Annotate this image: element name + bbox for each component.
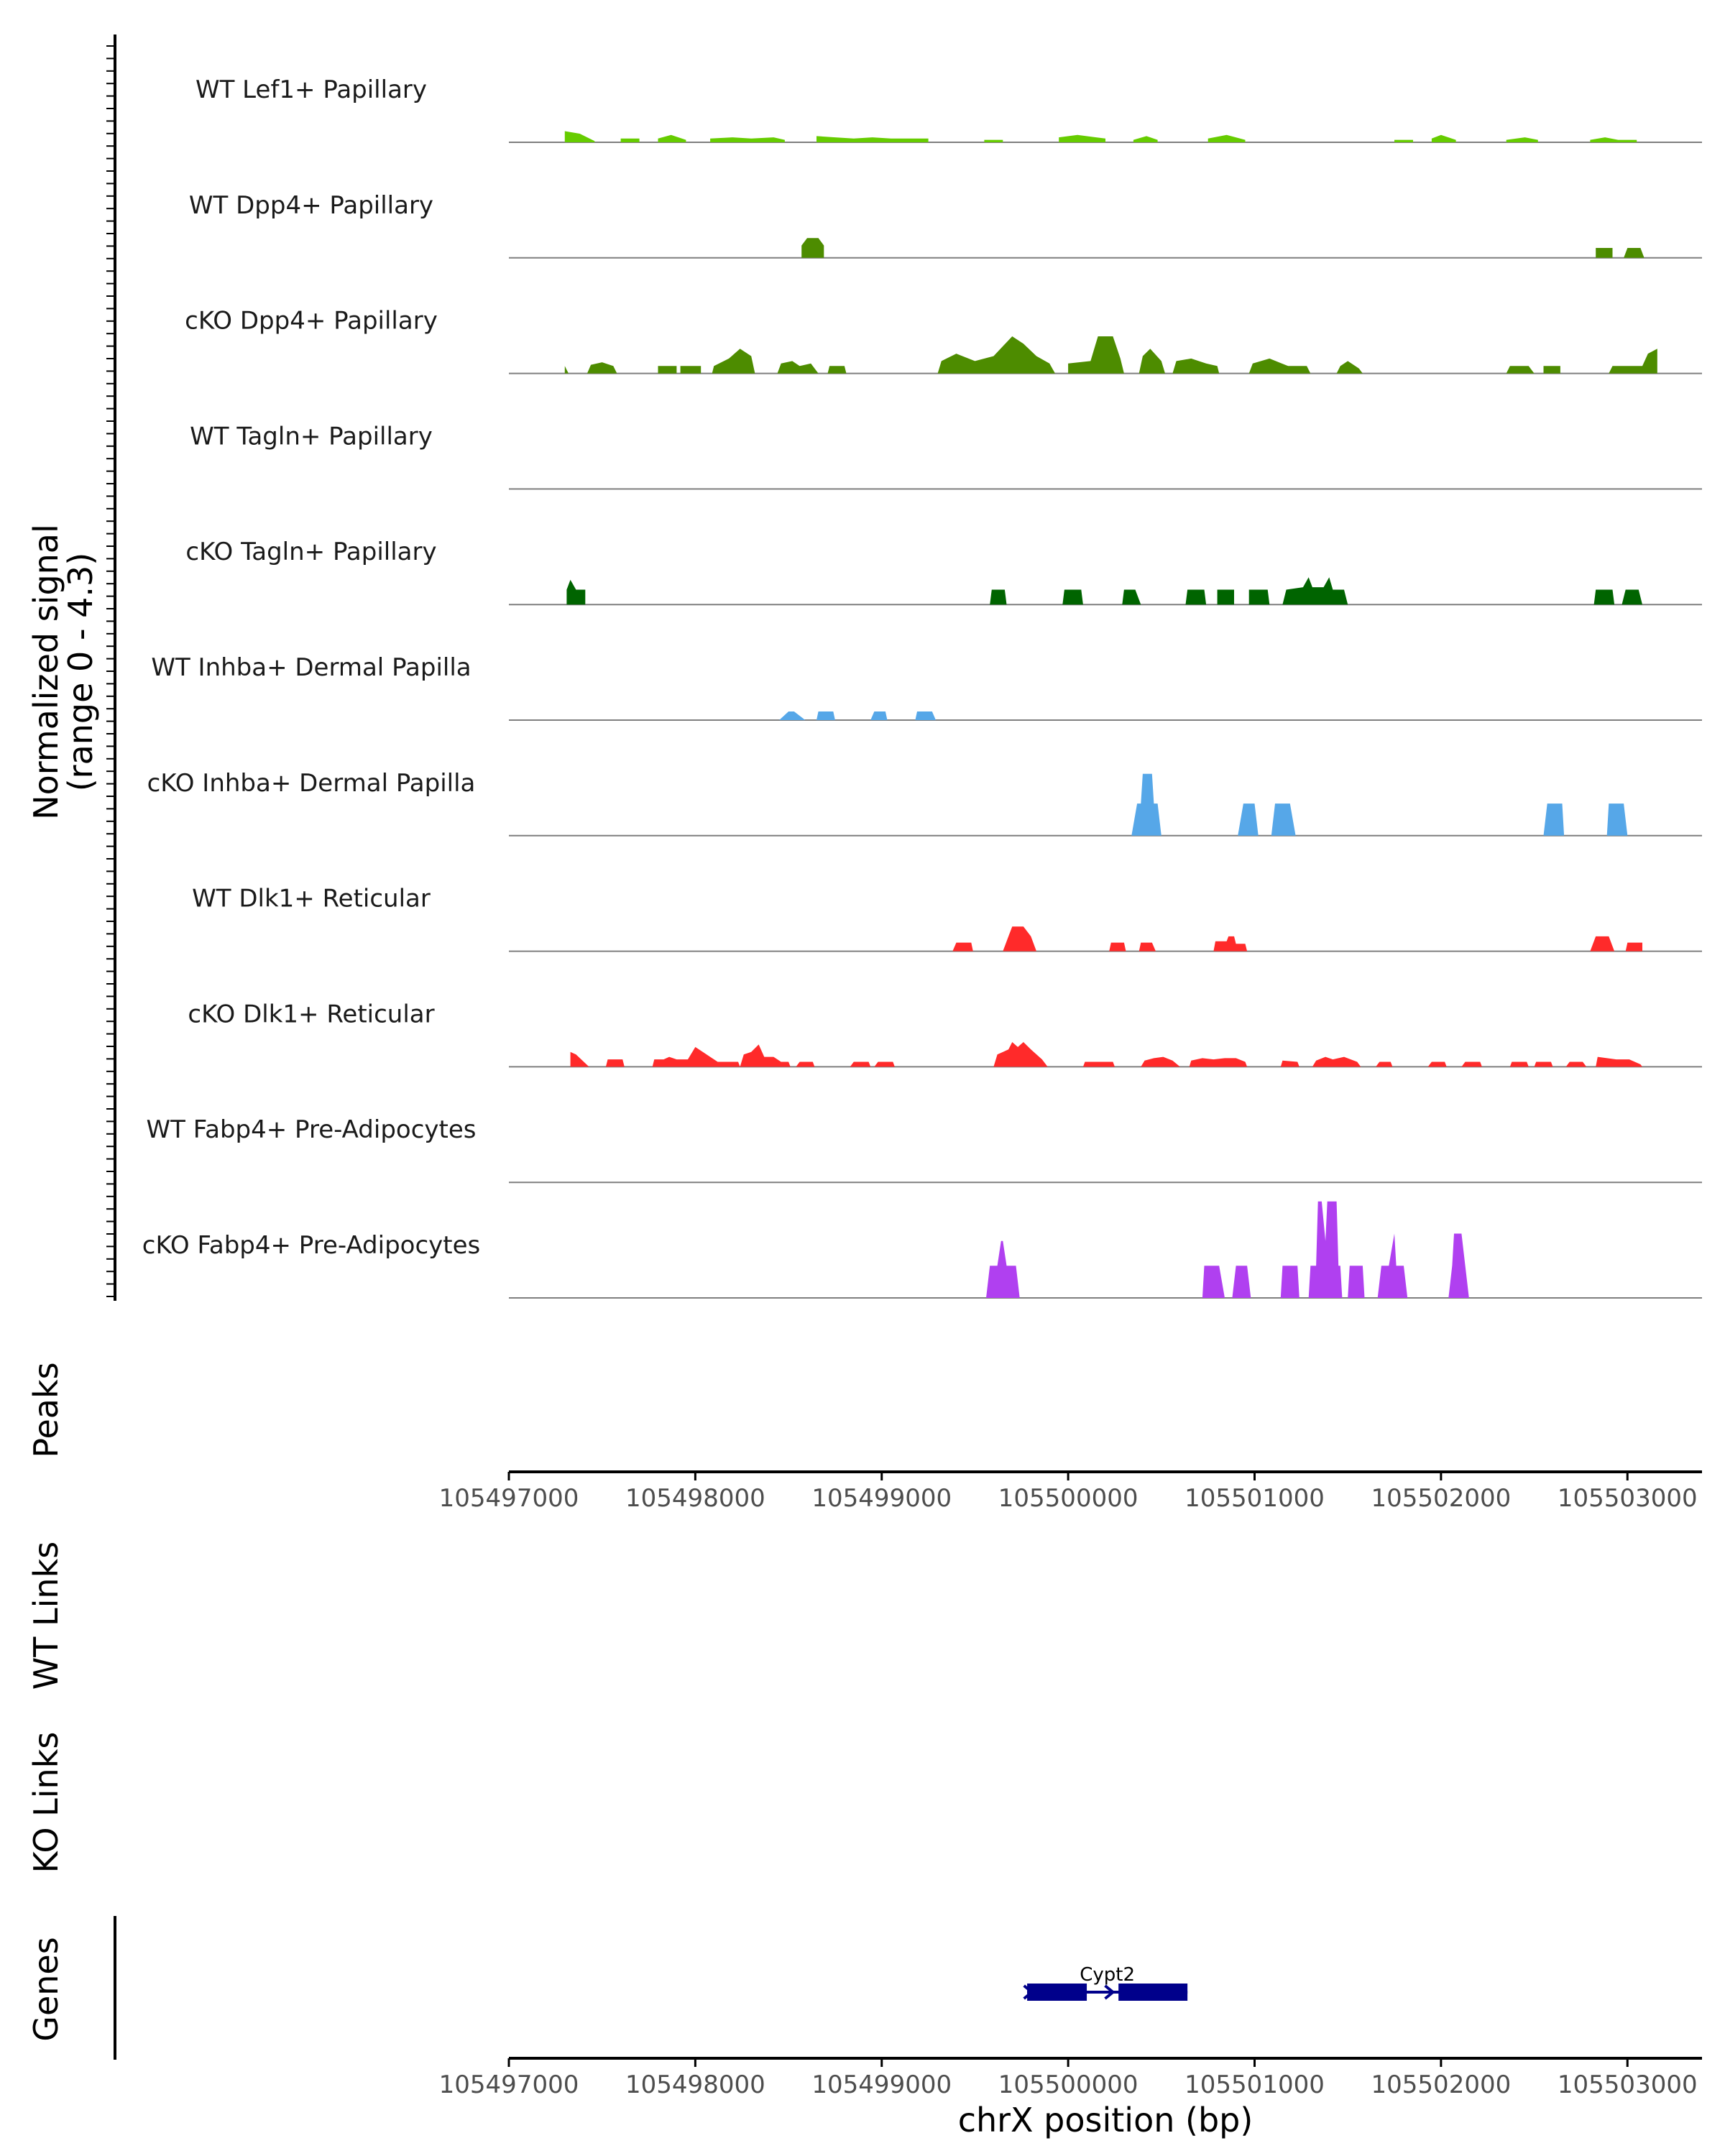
x-axis-tick-label: 105499000 xyxy=(811,2070,952,2099)
track-label: cKO Tagln+ Papillary xyxy=(185,538,436,566)
track-signal-area xyxy=(1131,773,1628,836)
x-axis-bottom: 105497000 105498000 105499000 105500000 1055… xyxy=(439,2057,1702,2099)
track-1: WT Dpp4+ Papillary xyxy=(189,191,1702,259)
track-label: WT Lef1+ Papillary xyxy=(196,75,427,104)
track-signal-area xyxy=(564,336,1657,374)
gene-exon xyxy=(1027,1984,1087,2001)
y-axis-title-line2: (range 0 - 4.3) xyxy=(61,553,100,792)
x-axis-tick-label: 105499000 xyxy=(811,1484,952,1513)
x-axis-tick-label: 105498000 xyxy=(625,1484,765,1513)
x-axis-tick-label: 105500000 xyxy=(998,1484,1138,1513)
x-axis-tick-label: 105497000 xyxy=(439,1484,579,1513)
track-7: WT Dlk1+ Reticular xyxy=(192,885,1702,952)
track-10: cKO Fabp4+ Pre-Adipocytes xyxy=(142,1201,1702,1299)
track-label: cKO Dpp4+ Papillary xyxy=(185,307,438,336)
x-axis-tick-label: 105502000 xyxy=(1371,2070,1512,2099)
x-axis-tick-label: 105501000 xyxy=(1184,2070,1325,2099)
gene-name-label: Cypt2 xyxy=(1080,1964,1135,1986)
track-label: cKO Dlk1+ Reticular xyxy=(188,1000,434,1028)
x-axis-tick-label: 105497000 xyxy=(439,2070,579,2099)
peaks-panel-label: Peaks xyxy=(27,1362,65,1457)
y-axis-title-line1: Normalized signal xyxy=(27,524,65,820)
x-axis-top: 105497000 105498000 105499000 105500000 1055… xyxy=(439,1470,1702,1513)
gene-strand-arrow xyxy=(1023,1984,1034,2000)
x-axis-title: chrX position (bp) xyxy=(958,2101,1254,2139)
gene-strand-arrow xyxy=(1104,1984,1116,2000)
track-label: WT Fabp4+ Pre-Adipocytes xyxy=(147,1115,477,1144)
x-axis-tick-label: 105500000 xyxy=(998,2070,1138,2099)
track-9: WT Fabp4+ Pre-Adipocytes xyxy=(147,1115,1702,1184)
track-label: WT Dlk1+ Reticular xyxy=(192,885,431,913)
track-label: WT Dpp4+ Papillary xyxy=(189,191,433,220)
gene-exon xyxy=(1118,1984,1188,2001)
track-6: cKO Inhba+ Dermal Papilla xyxy=(147,769,1702,837)
track-label: WT Inhba+ Dermal Papilla xyxy=(151,653,471,682)
x-axis-tick-label: 105498000 xyxy=(625,2070,765,2099)
track-3: WT Tagln+ Papillary xyxy=(190,422,1702,490)
track-label: cKO Inhba+ Dermal Papilla xyxy=(147,769,476,798)
x-axis-tick-label: 105503000 xyxy=(1558,1484,1698,1513)
x-axis-tick-label: 105502000 xyxy=(1371,1484,1512,1513)
track-5: WT Inhba+ Dermal Papilla xyxy=(151,653,1702,721)
track-2: cKO Dpp4+ Papillary xyxy=(185,307,1702,374)
track-0: WT Lef1+ Papillary xyxy=(196,75,1702,143)
x-axis-tick-label: 105503000 xyxy=(1558,2070,1698,2099)
gene-track: Cypt2 xyxy=(1023,1964,1188,2001)
track-signal-area xyxy=(570,1042,1642,1067)
track-8: cKO Dlk1+ Reticular xyxy=(188,1000,1702,1068)
track-label: WT Tagln+ Papillary xyxy=(190,422,433,451)
track-signal-area xyxy=(779,711,936,720)
signal-y-axis xyxy=(106,34,116,1301)
x-axis-tick-label: 105501000 xyxy=(1184,1484,1325,1513)
coverage-tracks: WT Lef1+ Papillary WT Dpp4+ Papillary cKO … xyxy=(142,75,1702,1299)
track-signal-area xyxy=(952,926,1642,952)
track-label: cKO Fabp4+ Pre-Adipocytes xyxy=(142,1231,481,1260)
track-4: cKO Tagln+ Papillary xyxy=(185,538,1702,606)
wt-links-panel-label: WT Links xyxy=(27,1542,65,1690)
track-signal-area xyxy=(564,131,1637,142)
genes-panel-label: Genes xyxy=(27,1937,65,2041)
ko-links-panel-label: KO Links xyxy=(27,1732,65,1874)
